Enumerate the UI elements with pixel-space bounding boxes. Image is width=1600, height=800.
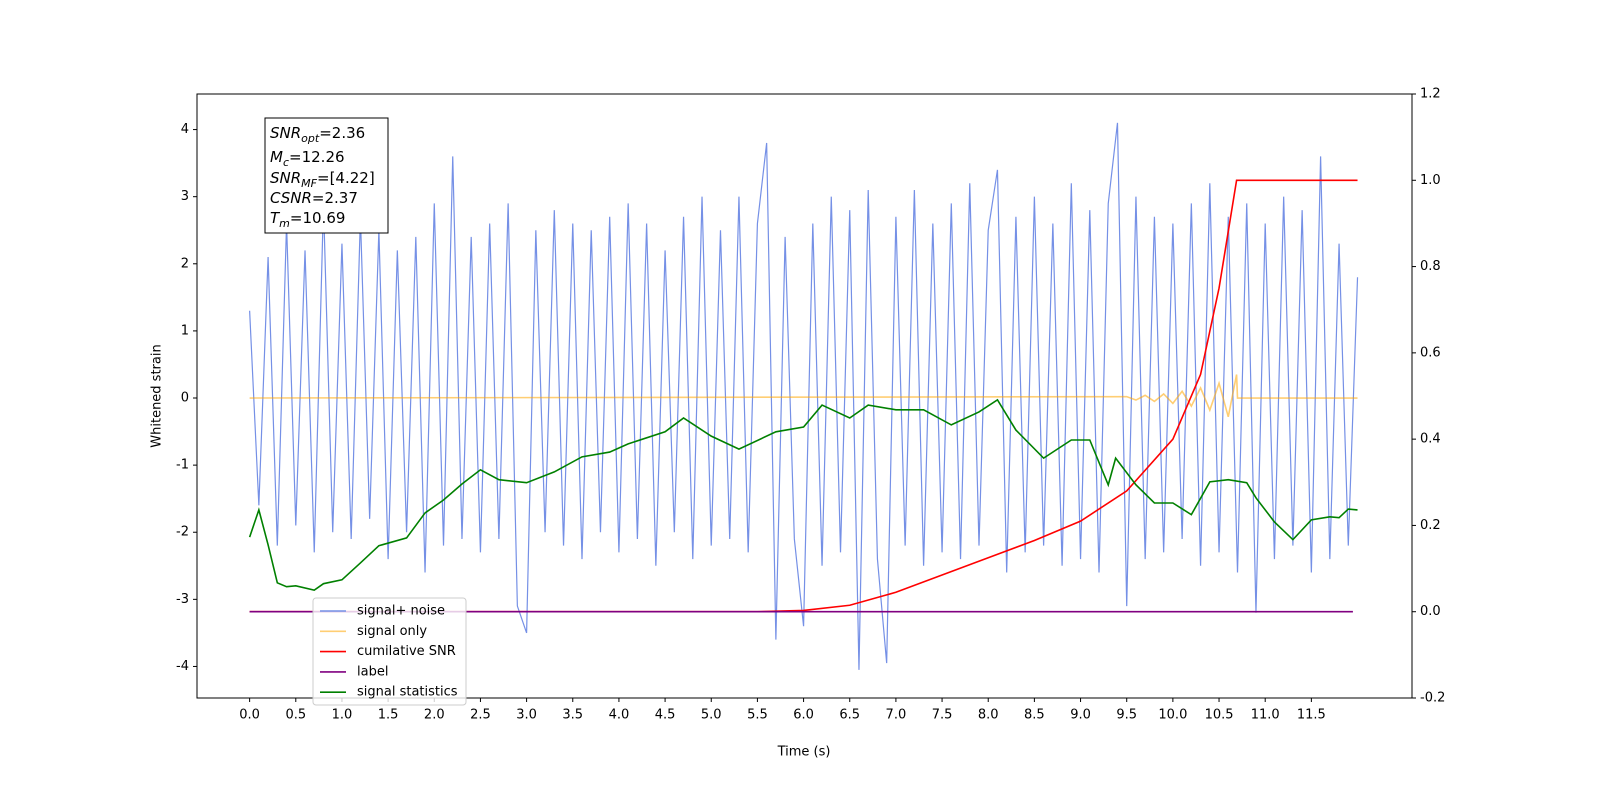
x-tick-label: 11.5 (1297, 708, 1326, 723)
annotation-line: Tm=10.69 (270, 209, 345, 230)
annotation-subscript: c (283, 156, 289, 169)
x-tick-label: 6.5 (839, 708, 860, 723)
x-tick-label: 9.0 (1070, 708, 1091, 723)
axes-frame (196, 93, 1413, 699)
annotation-subscript: opt (301, 132, 320, 145)
annotation-text: =12.26 (289, 148, 345, 166)
annotation-symbol: M (270, 148, 283, 166)
x-tick-label: 1.0 (332, 708, 353, 723)
y2-tick-label: 0.8 (1420, 259, 1441, 274)
y-tick-label: 1 (181, 323, 189, 338)
legend-label: cumilative SNR (357, 644, 456, 659)
x-tick-label: 8.5 (1024, 708, 1045, 723)
y-tick-label: -2 (176, 525, 189, 540)
x-tick-label: 7.5 (932, 708, 953, 723)
y-axis-label: Whitened strain (150, 344, 165, 447)
annotation-symbol: SNR (270, 169, 301, 187)
legend-label: signal+ noise (357, 604, 445, 619)
y2-tick-label: 0.2 (1420, 518, 1441, 533)
series-line (249, 122, 1359, 670)
x-tick-label: 3.0 (516, 708, 537, 723)
annotation-symbol: CSNR (270, 189, 312, 207)
x-axis-label: Time (s) (777, 745, 831, 760)
y-tick-label: -4 (176, 659, 189, 674)
x-tick-label: 2.0 (424, 708, 445, 723)
x-tick-label: 8.0 (978, 708, 999, 723)
annotation-subscript: MF (301, 177, 317, 190)
annotation-symbol: SNR (270, 124, 301, 142)
x-tick-label: 11.0 (1251, 708, 1280, 723)
x-tick-label: 7.0 (886, 708, 907, 723)
x-tick-label: 2.5 (470, 708, 491, 723)
legend-label: label (357, 664, 388, 679)
y-tick-label: 0 (181, 391, 189, 406)
legend-label: signal statistics (357, 685, 458, 700)
x-tick-label: 3.5 (562, 708, 583, 723)
series-line (248, 398, 1358, 592)
x-tick-label: 5.5 (747, 708, 768, 723)
y-tick-label: 2 (181, 256, 189, 271)
legend-box (312, 597, 467, 706)
y-tick-label: 3 (181, 189, 189, 204)
annotation-text: =2.37 (312, 189, 358, 207)
x-tick-label: 0.0 (239, 708, 260, 723)
annotation-line: SNRopt=2.36 (270, 124, 365, 145)
annotation-subscript: m (279, 217, 290, 230)
x-tick-label: 9.5 (1116, 708, 1137, 723)
annotation-line: Mc=12.26 (270, 148, 345, 169)
annotation-symbol: T (270, 209, 281, 227)
y2-tick-label: 0.6 (1420, 345, 1441, 360)
y2-tick-label: 0.4 (1420, 432, 1441, 447)
y2-tick-label: -0.2 (1420, 691, 1445, 706)
y2-tick-label: 1.0 (1420, 173, 1441, 188)
x-tick-label: 10.0 (1158, 708, 1187, 723)
annotation-box (264, 117, 389, 234)
y-tick-label: -1 (176, 458, 189, 473)
x-tick-label: 1.5 (378, 708, 399, 723)
y2-tick-label: 1.2 (1420, 87, 1441, 102)
annotation-text: =[4.22] (317, 169, 375, 187)
x-tick-label: 6.0 (793, 708, 814, 723)
annotation-text: =10.69 (290, 209, 346, 227)
y-tick-label: -3 (176, 592, 189, 607)
x-tick-label: 4.0 (609, 708, 630, 723)
series-line (249, 374, 1358, 418)
annotation-text: =2.36 (319, 124, 365, 142)
x-tick-label: 10.5 (1205, 708, 1234, 723)
x-tick-label: 4.5 (655, 708, 676, 723)
annotation-line: SNRMF=[4.22] (270, 169, 375, 190)
y2-tick-label: 0.0 (1420, 604, 1441, 619)
series-line (249, 179, 1358, 613)
y-tick-label: 4 (181, 122, 189, 137)
annotation-line: CSNR=2.37 (270, 189, 358, 207)
x-tick-label: 0.5 (285, 708, 306, 723)
x-tick-label: 5.0 (701, 708, 722, 723)
legend-label: signal only (357, 624, 427, 639)
